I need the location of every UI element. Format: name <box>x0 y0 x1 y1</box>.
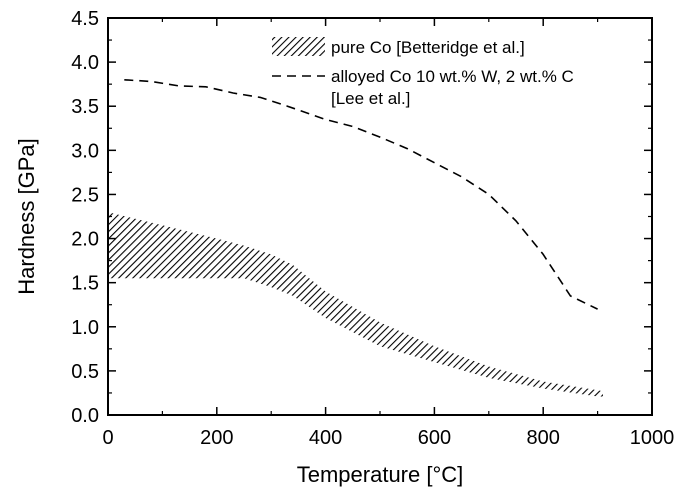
y-tick-label: 2.5 <box>71 184 99 206</box>
series-line-alloyed-co <box>124 79 598 310</box>
legend-label-pure-co: pure Co [Betteridge et al.] <box>331 38 525 57</box>
y-axis: 0.0 0.5 1.0 1.5 2.0 2.5 3.0 3.5 4.0 4.5 <box>71 8 652 427</box>
x-axis: 0 200 400 600 800 1000 <box>102 18 674 449</box>
y-tick-label: 3.0 <box>71 140 99 162</box>
y-tick-label: 4.5 <box>71 8 99 30</box>
y-tick-label: 1.5 <box>71 273 99 295</box>
x-tick-label: 1000 <box>630 427 675 449</box>
y-tick-label: 2.0 <box>71 229 99 251</box>
x-axis-title: Temperature [°C] <box>297 462 464 487</box>
y-tick-label: 4.0 <box>71 52 99 74</box>
y-tick-label: 1.0 <box>71 317 99 339</box>
x-tick-label: 800 <box>527 427 560 449</box>
y-axis-title: Hardness [GPa] <box>14 138 39 295</box>
legend: pure Co [Betteridge et al.] alloyed Co 10… <box>272 37 574 108</box>
y-tick-label: 0.5 <box>71 361 99 383</box>
x-tick-label: 600 <box>418 427 451 449</box>
line-layer <box>124 79 598 310</box>
x-tick-label: 0 <box>102 427 113 449</box>
series-band-pure-co <box>108 212 603 397</box>
legend-swatch-band <box>272 37 325 56</box>
y-tick-label: 3.5 <box>71 96 99 118</box>
legend-label-alloyed-co: [Lee et al.] <box>331 89 410 108</box>
band-layer <box>108 212 603 397</box>
x-tick-label: 400 <box>309 427 342 449</box>
y-tick-label: 0.0 <box>71 405 99 427</box>
x-tick-label: 200 <box>200 427 233 449</box>
legend-label-alloyed-co: alloyed Co 10 wt.% W, 2 wt.% C <box>331 67 574 86</box>
